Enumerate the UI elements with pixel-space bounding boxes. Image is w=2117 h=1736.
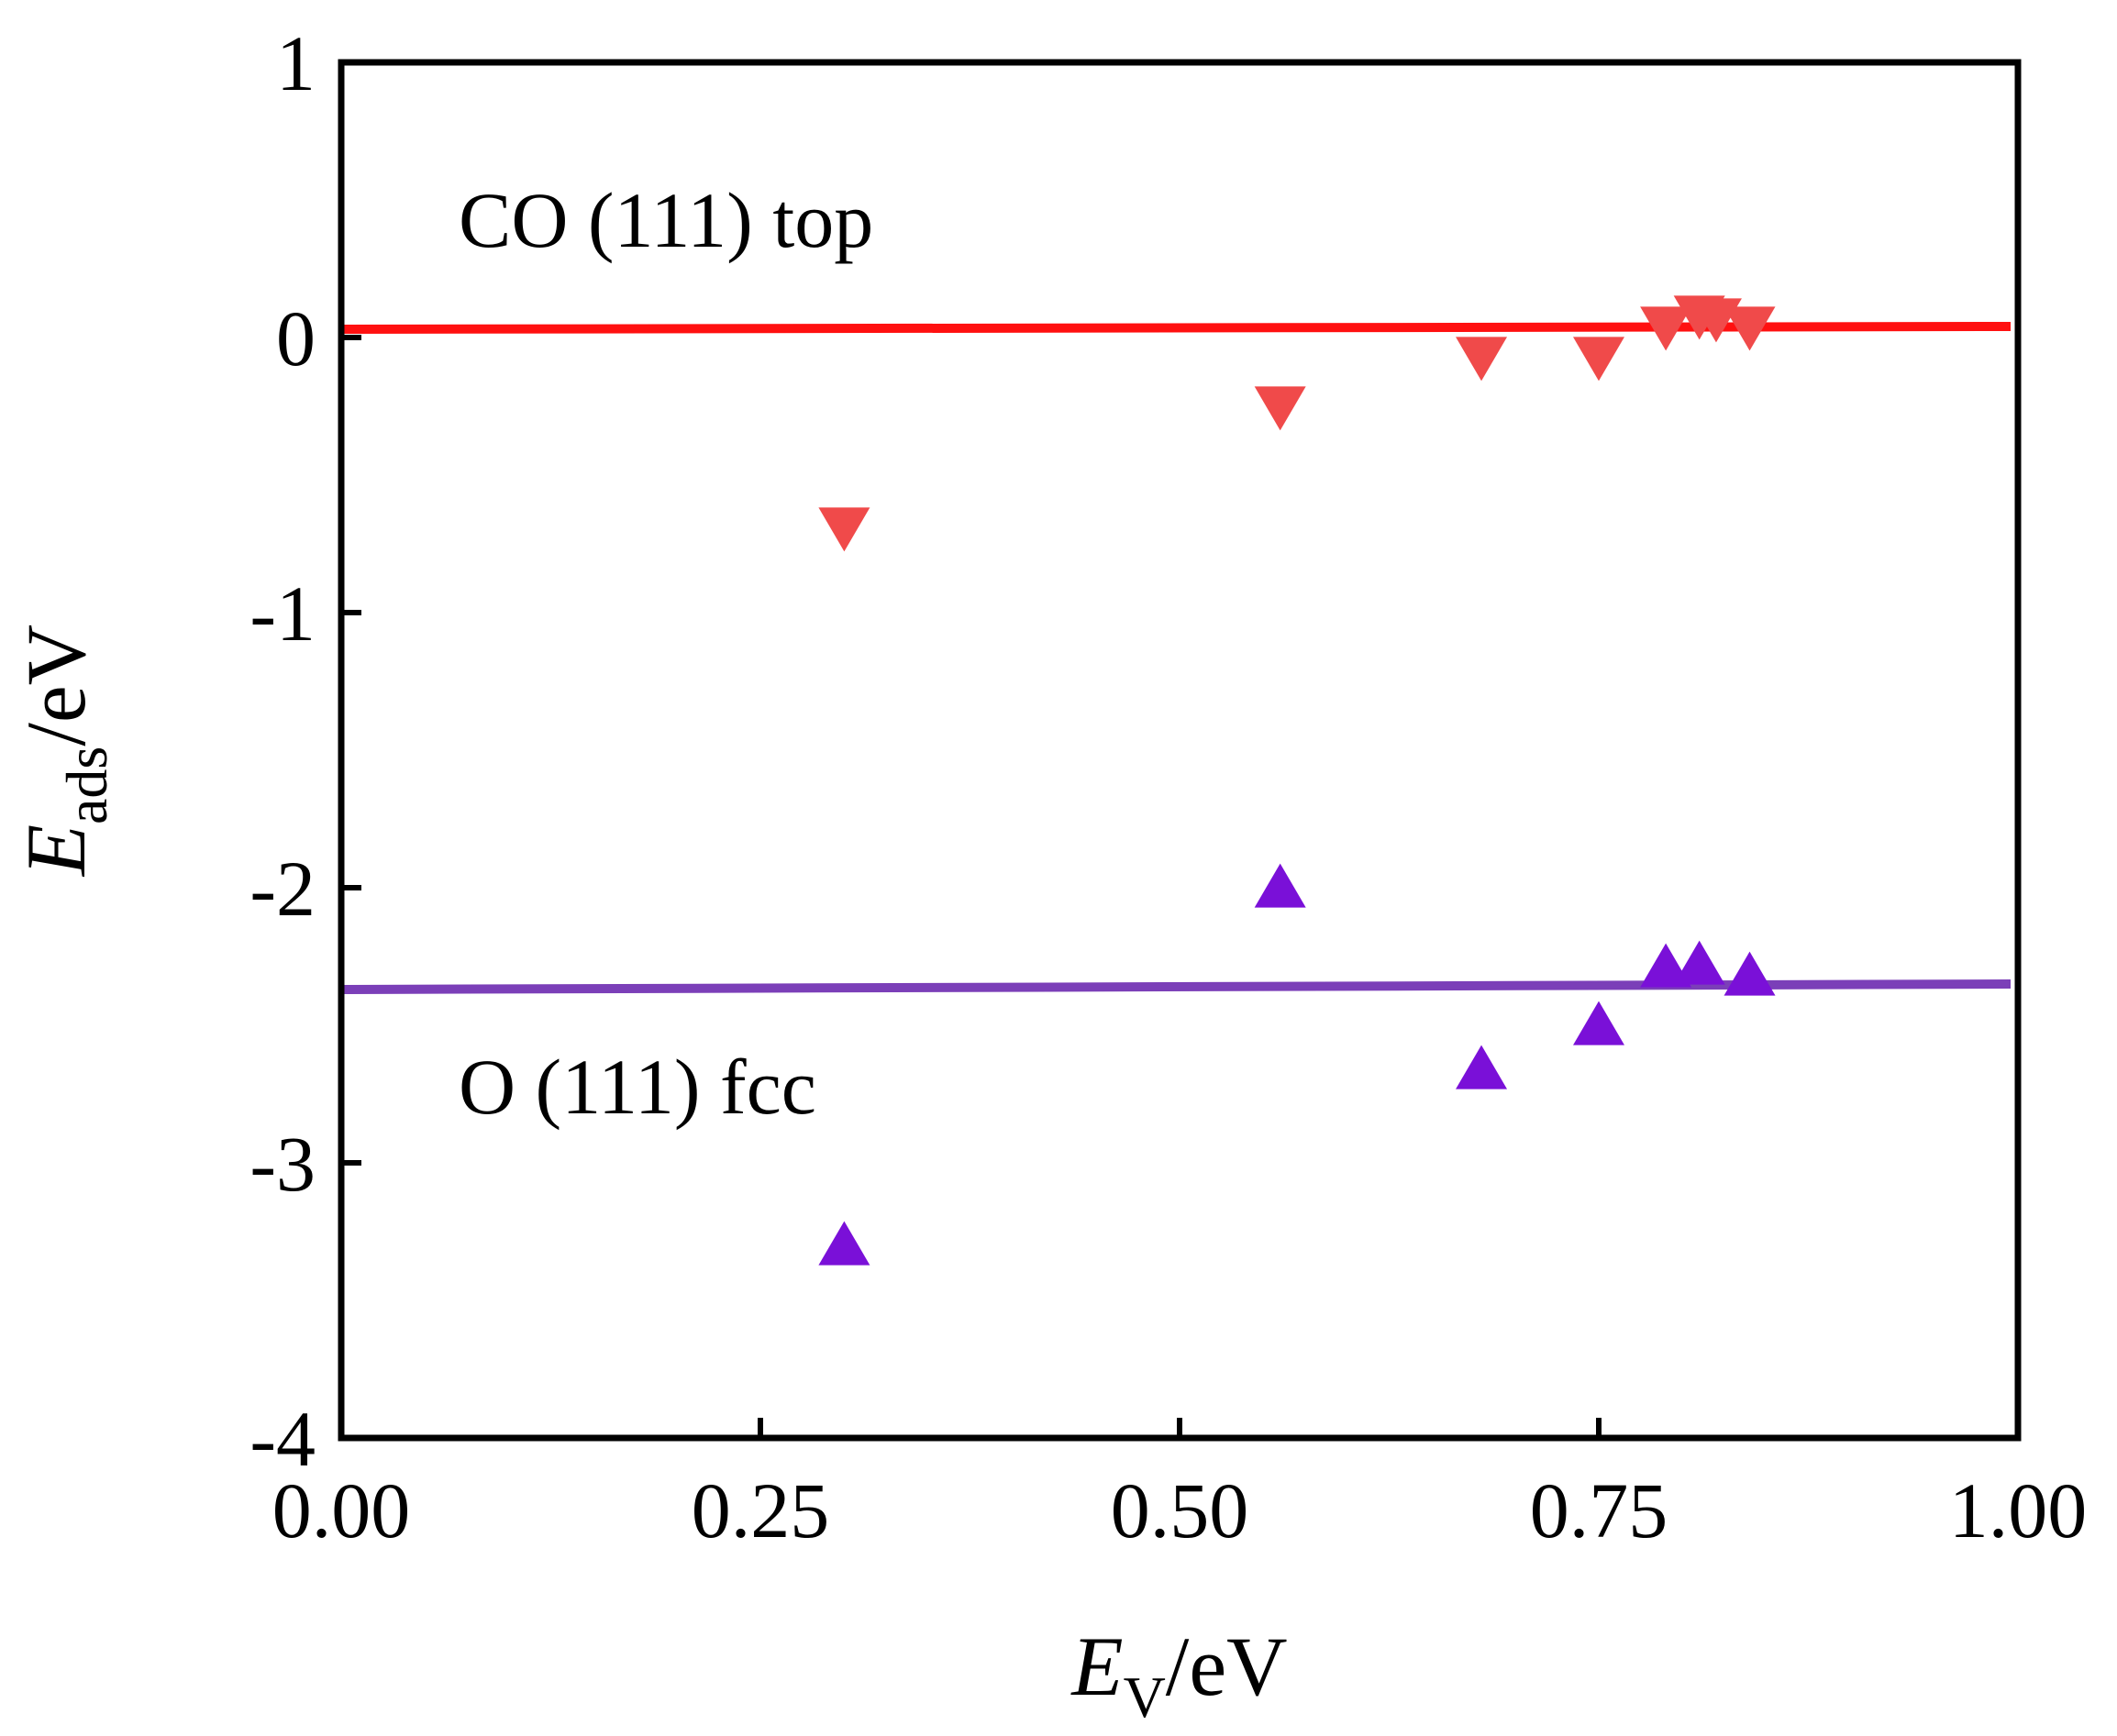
- x-tick-label: 1.00: [1949, 1466, 2088, 1554]
- x-axis-title: EV/eV: [1070, 1620, 1287, 1730]
- fit-lines: [340, 322, 2012, 994]
- data-point: [1673, 940, 1725, 985]
- series-annotation: O (111) fcc: [459, 1043, 816, 1131]
- y-tick-label: -2: [249, 845, 316, 933]
- x-tick-label: 0.00: [272, 1466, 411, 1554]
- x-tick-label: 0.25: [692, 1466, 830, 1554]
- y-axis-subscript: ads: [54, 746, 119, 824]
- x-tick-label: 0.75: [1530, 1466, 1668, 1554]
- axis-ticks: [338, 60, 2021, 1441]
- data-point: [818, 507, 870, 552]
- fit-line: [340, 322, 2012, 334]
- series-annotation: CO (111) top: [459, 176, 873, 264]
- data-point: [1573, 1001, 1624, 1045]
- x-axis-symbol: E: [1070, 1620, 1123, 1713]
- y-tick-label: -1: [249, 569, 316, 658]
- x-tick-label: 0.50: [1111, 1466, 1249, 1554]
- x-axis-subscript: V: [1124, 1664, 1166, 1730]
- data-point: [1724, 951, 1776, 996]
- data-point: [1254, 863, 1306, 908]
- data-point: [1456, 337, 1508, 381]
- y-tick-label: -4: [249, 1395, 316, 1483]
- tick-labels: 0.00 0.25 0.50 0.75 1.00 -4 -3 -2 -1 0 1: [249, 19, 2087, 1554]
- data-point: [1254, 386, 1306, 431]
- y-axis-symbol: E: [9, 824, 103, 878]
- y-axis-unit: /eV: [9, 625, 103, 746]
- plot-frame: [338, 59, 2022, 1442]
- data-markers: [818, 295, 1776, 1266]
- y-tick-label: 0: [276, 294, 316, 382]
- y-tick-label: 1: [276, 19, 316, 107]
- y-axis-title: Eads/eV: [9, 625, 119, 878]
- x-axis-unit: /eV: [1166, 1620, 1288, 1713]
- data-point: [1573, 337, 1624, 381]
- data-point: [818, 1221, 870, 1266]
- y-tick-label: -3: [249, 1120, 316, 1208]
- data-point: [1640, 306, 1692, 351]
- data-point: [1724, 306, 1776, 351]
- data-point: [1456, 1045, 1508, 1089]
- annotations: CO (111) top O (111) fcc: [459, 176, 873, 1131]
